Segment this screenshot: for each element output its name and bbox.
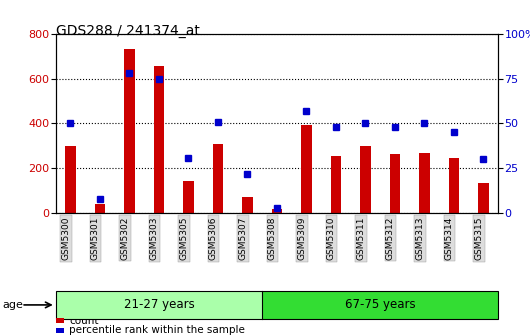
Text: GSM5310: GSM5310: [327, 217, 336, 260]
Bar: [419, 153, 430, 213]
Bar: [242, 197, 253, 213]
Bar: [449, 158, 459, 213]
Bar: [95, 204, 105, 213]
Text: GSM5302: GSM5302: [120, 217, 129, 260]
Text: GSM5301: GSM5301: [91, 217, 100, 260]
Bar: [183, 181, 193, 213]
Text: percentile rank within the sample: percentile rank within the sample: [69, 325, 245, 335]
Text: GSM5314: GSM5314: [445, 217, 454, 260]
Text: GSM5306: GSM5306: [209, 217, 218, 260]
Text: GSM5312: GSM5312: [386, 217, 395, 260]
Text: GSM5315: GSM5315: [474, 217, 483, 260]
Text: GSM5307: GSM5307: [238, 217, 248, 260]
Bar: [301, 125, 312, 213]
Text: GSM5309: GSM5309: [297, 217, 306, 260]
Bar: [65, 146, 76, 213]
Bar: [390, 154, 400, 213]
Text: GSM5313: GSM5313: [416, 217, 425, 260]
Text: 67-75 years: 67-75 years: [345, 298, 416, 311]
Bar: [124, 49, 135, 213]
Text: 21-27 years: 21-27 years: [123, 298, 195, 311]
Text: GSM5300: GSM5300: [61, 217, 70, 260]
Bar: [213, 144, 223, 213]
Bar: [331, 156, 341, 213]
Bar: [154, 66, 164, 213]
Text: GSM5305: GSM5305: [180, 217, 189, 260]
Text: GSM5311: GSM5311: [357, 217, 365, 260]
Bar: [272, 209, 282, 213]
Text: count: count: [69, 316, 99, 326]
Text: age: age: [3, 300, 23, 310]
Text: GSM5308: GSM5308: [268, 217, 277, 260]
Bar: [478, 183, 489, 213]
Bar: [360, 146, 370, 213]
Text: GSM5303: GSM5303: [150, 217, 159, 260]
Text: GDS288 / 241374_at: GDS288 / 241374_at: [56, 24, 199, 38]
